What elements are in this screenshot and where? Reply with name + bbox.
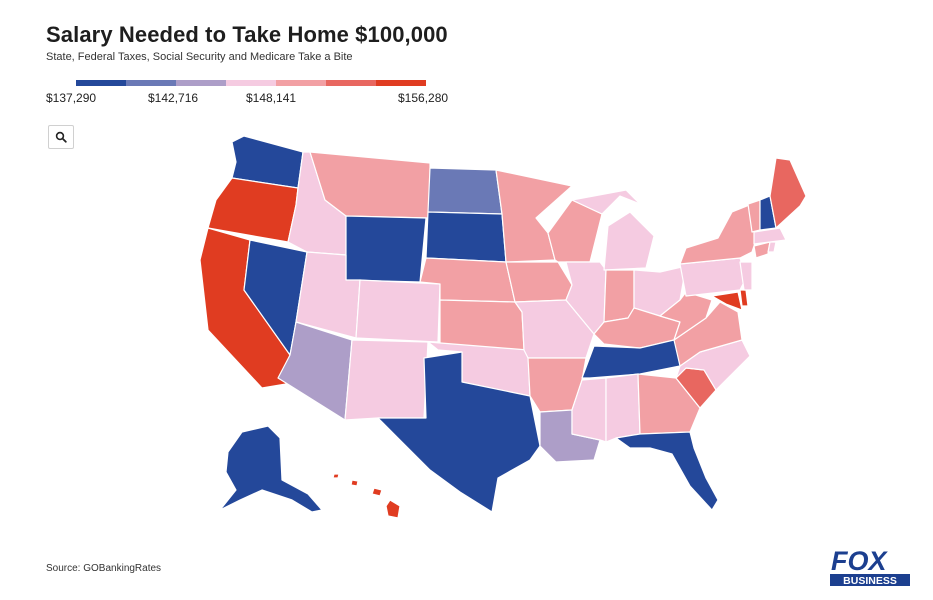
legend-swatch-1 — [76, 80, 126, 86]
state-virginia[interactable] — [673, 301, 743, 367]
state-massachusetts[interactable] — [753, 227, 787, 245]
state-michigan-up[interactable] — [571, 189, 641, 215]
legend-label-2: $142,716 — [148, 91, 199, 105]
legend-swatch-3 — [176, 80, 226, 86]
state-indiana[interactable] — [603, 269, 635, 323]
state-west-virginia[interactable] — [659, 291, 713, 341]
legend-label-max: $156,280 — [398, 91, 449, 105]
state-rhode-island[interactable] — [767, 241, 777, 253]
state-arizona[interactable] — [277, 321, 353, 421]
legend-label-min: $137,290 — [46, 91, 97, 105]
state-hawaii-maui[interactable] — [371, 487, 383, 497]
logo-line-2: BUSINESS — [843, 575, 897, 587]
page-subtitle: State, Federal Taxes, Social Security an… — [46, 51, 353, 63]
state-alabama[interactable] — [605, 373, 641, 443]
page-title: Salary Needed to Take Home $100,000 — [46, 22, 448, 47]
legend-swatch-6 — [326, 80, 376, 86]
legend-label-3: $148,141 — [246, 91, 297, 105]
legend-swatch-5 — [276, 80, 326, 86]
state-colorado[interactable] — [355, 279, 441, 343]
logo-line-1: FOX — [831, 546, 888, 576]
state-hawaii-oahu[interactable] — [350, 479, 359, 487]
legend-swatch-7 — [376, 80, 426, 86]
state-texas[interactable] — [377, 351, 541, 513]
state-connecticut[interactable] — [753, 241, 771, 259]
search-icon — [55, 131, 67, 143]
state-new-york[interactable] — [679, 203, 757, 265]
state-hawaii-kauai[interactable] — [332, 473, 340, 479]
state-new-jersey[interactable] — [739, 261, 753, 291]
zoom-button[interactable] — [48, 125, 74, 149]
legend-swatch-2 — [126, 80, 176, 86]
state-delaware[interactable] — [739, 289, 749, 307]
state-maryland[interactable] — [711, 291, 743, 311]
state-florida[interactable] — [615, 431, 719, 511]
fox-business-logo: FOX BUSINESS — [828, 545, 912, 594]
state-kansas[interactable] — [439, 299, 525, 351]
state-pennsylvania[interactable] — [679, 257, 747, 297]
state-hawaii-big[interactable] — [385, 499, 401, 519]
legend-swatch-4 — [226, 80, 276, 86]
source-note: Source: GOBankingRates — [46, 563, 162, 574]
state-iowa[interactable] — [505, 261, 573, 303]
state-maine[interactable] — [769, 157, 807, 229]
state-south-dakota[interactable] — [425, 211, 507, 263]
state-alaska[interactable] — [219, 425, 323, 513]
color-legend — [76, 80, 426, 86]
state-michigan[interactable] — [603, 211, 655, 271]
state-wyoming[interactable] — [345, 215, 427, 283]
state-north-dakota[interactable] — [427, 167, 503, 215]
state-new-mexico[interactable] — [344, 339, 429, 421]
